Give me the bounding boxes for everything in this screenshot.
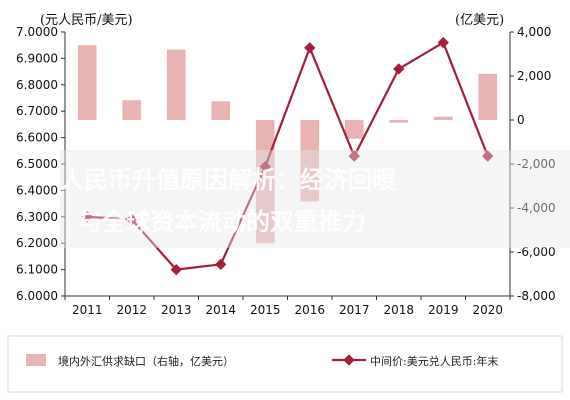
watermark-line-2: 与全球资本流动的双重推力: [78, 208, 366, 236]
left-tick-label: 6.6000: [16, 131, 58, 145]
legend-line-label: 中间价:美元兑人民币:年末: [370, 354, 498, 368]
bar-2018: [389, 120, 409, 123]
bar-2014: [211, 101, 231, 120]
right-tick-label: -8,000: [517, 289, 556, 303]
bar-2012: [122, 100, 142, 120]
left-tick-label: 6.7000: [16, 104, 58, 118]
right-tick-label: -4,000: [517, 201, 556, 215]
x-tick-label: 2018: [383, 303, 414, 317]
left-tick-label: 6.5000: [16, 157, 58, 171]
legend-bar-label: 境内外汇供求缺口（右轴，亿美元）: [58, 354, 234, 368]
right-tick-label: -2,000: [517, 157, 556, 171]
line-path: [87, 41, 489, 271]
left-tick-label: 6.0000: [16, 289, 58, 303]
watermark-line-1: 人民币升值原因解析：经济回暖: [60, 166, 397, 194]
x-tick-label: 2014: [205, 303, 236, 317]
right-tick-label: -6,000: [517, 245, 556, 259]
watermark: 人民币升值原因解析：经济回暖 与全球资本流动的双重推力: [60, 150, 570, 248]
line-point-2017: [348, 150, 360, 162]
line-point-2019: [437, 36, 449, 49]
left-tick-label: 6.4000: [16, 183, 58, 197]
line-point-2020: [482, 150, 494, 162]
left-tick-label: 6.3000: [16, 210, 58, 224]
bar-2013: [166, 49, 186, 120]
axes: 6.0000 6.1000 6.2000 6.3000 6.4000 6.5000 6.60…: [16, 25, 556, 317]
bar-series: [77, 45, 498, 244]
legend-line-marker: [343, 354, 355, 366]
x-tick-label: 2015: [250, 303, 281, 317]
right-tick-label: 0: [517, 113, 525, 127]
bar-2019: [433, 116, 453, 120]
x-tick-label: 2013: [161, 303, 192, 317]
left-tick-label: 6.1000: [16, 263, 58, 277]
legend-frame: [7, 335, 563, 393]
x-tick-label: 2017: [339, 303, 370, 317]
bar-2011: [77, 45, 97, 121]
left-tick-label: 7.0000: [16, 25, 58, 39]
legend-bar-swatch: [26, 354, 46, 366]
line-series: [81, 36, 494, 276]
line-point-2015: [259, 160, 271, 173]
bar-2016: [300, 120, 320, 202]
line-point-2014: [215, 258, 227, 270]
right-axis-unit: (亿美元): [455, 13, 504, 28]
x-tick-label: 2019: [428, 303, 459, 317]
left-tick-label: 6.9000: [16, 51, 58, 65]
line-point-2016: [304, 42, 316, 54]
right-tick-label: 2,000: [517, 69, 551, 83]
left-axis-unit: (元人民币/美元): [40, 13, 133, 28]
right-tick-label: 4,000: [517, 25, 551, 39]
x-tick-label: 2016: [294, 303, 325, 317]
bar-2017: [344, 120, 364, 139]
watermark-band: [60, 150, 570, 248]
x-tick-label: 2020: [472, 303, 503, 317]
line-point-2013: [170, 263, 182, 276]
legend: 境内外汇供求缺口（右轴，亿美元） 中间价:美元兑人民币:年末: [7, 335, 563, 393]
line-point-2018: [393, 63, 405, 75]
x-tick-label: 2011: [72, 303, 103, 317]
left-tick-label: 6.8000: [16, 78, 58, 92]
bar-2015: [255, 120, 275, 244]
bar-2020: [478, 73, 498, 120]
left-tick-label: 6.2000: [16, 236, 58, 250]
x-tick-label: 2012: [116, 303, 147, 317]
